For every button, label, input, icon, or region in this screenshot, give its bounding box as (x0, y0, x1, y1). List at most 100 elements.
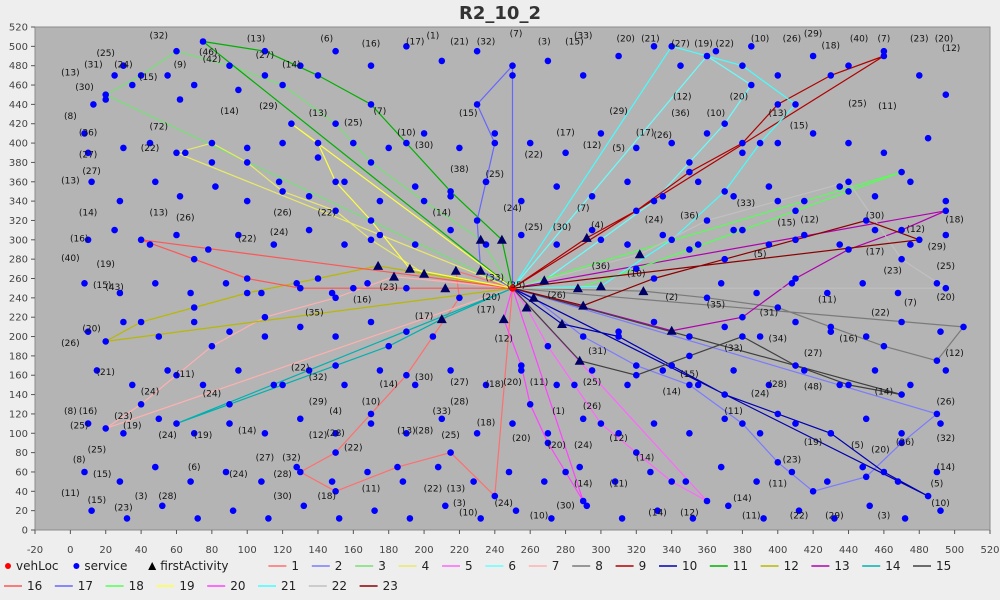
demand-label: (20) (82, 325, 100, 335)
y-tick-label: 80 (15, 448, 28, 459)
service-point (350, 284, 357, 292)
service-point (447, 193, 454, 200)
service-point (235, 231, 242, 239)
service-point (809, 488, 817, 495)
legend-label: 3 (378, 559, 386, 573)
demand-label: (10) (751, 35, 769, 45)
service-point (862, 333, 870, 340)
demand-label: (22) (871, 308, 889, 318)
y-tick-label: 180 (9, 351, 28, 362)
y-tick-label: 140 (9, 390, 28, 401)
service-point (364, 280, 371, 287)
service-point (293, 280, 301, 287)
demand-label: (17) (866, 247, 884, 257)
demand-label: (12) (583, 141, 601, 151)
service-point (633, 449, 640, 456)
demand-label: (7) (878, 35, 891, 45)
service-point (152, 280, 159, 287)
service-point (730, 367, 737, 374)
route-line-14 (176, 287, 513, 425)
service-point (933, 357, 941, 365)
legend-label: 20 (230, 579, 245, 593)
service-point (332, 47, 339, 55)
service-point (491, 139, 499, 147)
service-point (544, 430, 552, 437)
y-tick-label: 100 (9, 429, 28, 440)
service-point (579, 497, 587, 505)
service-point (182, 149, 189, 157)
service-point (429, 333, 437, 340)
legend-swatch-firstActivity (148, 562, 157, 570)
demand-label: (4) (591, 221, 604, 231)
service-point (385, 144, 393, 152)
service-point (824, 289, 831, 297)
demand-label: (29) (804, 30, 822, 40)
y-tick-label: 400 (9, 139, 28, 150)
service-point (774, 197, 782, 205)
x-tick-label: 40 (135, 545, 148, 556)
service-point (102, 96, 109, 103)
demand-label: (33) (486, 273, 504, 283)
demand-label: (16) (362, 39, 380, 49)
service-point (137, 318, 145, 326)
demand-label: (15) (565, 37, 583, 47)
service-point (756, 139, 764, 147)
service-point (243, 144, 251, 152)
demand-label: (25) (344, 119, 362, 129)
demand-label: (30) (553, 223, 571, 233)
legend-label: 16 (27, 579, 42, 593)
demand-label: (26) (583, 402, 601, 412)
legend: vehLoc service firstActivity 1 2 3 4 5 6 7 8 9 10 11 1… (4, 559, 951, 593)
service-point (518, 197, 525, 205)
demand-label: (19) (123, 421, 141, 431)
service-point (176, 193, 184, 200)
x-tick-label: 80 (205, 545, 218, 556)
service-point (512, 507, 520, 514)
demand-label: (27) (79, 151, 97, 161)
service-point (774, 410, 782, 418)
demand-label: (29) (309, 397, 327, 407)
service-point (717, 463, 725, 471)
service-point (88, 178, 95, 186)
legend-label: 14 (885, 559, 900, 573)
service-point (894, 289, 902, 297)
service-point (801, 197, 808, 205)
demand-label: (27) (671, 39, 689, 49)
demand-label: (9) (174, 61, 187, 71)
service-point (721, 415, 728, 423)
service-point (898, 439, 905, 447)
service-point (650, 43, 658, 50)
demand-label: (12) (942, 44, 960, 54)
first-activity-marker-4 (419, 268, 430, 278)
demand-label: (13) (309, 109, 327, 119)
service-point (505, 468, 513, 476)
service-point (456, 144, 463, 152)
service-point (434, 463, 442, 471)
service-point (90, 101, 97, 108)
demand-label: (7) (374, 107, 387, 117)
legend-label: 18 (129, 579, 144, 593)
service-point (597, 130, 605, 137)
service-point (152, 463, 159, 471)
first-activity-marker-12 (373, 260, 384, 270)
service-point (836, 183, 843, 190)
service-point (173, 420, 180, 427)
demand-label: (14) (220, 107, 238, 117)
demand-label: (23) (114, 504, 132, 514)
route-line-20 (503, 288, 584, 502)
service-point (901, 515, 909, 522)
service-point (328, 478, 336, 485)
demand-label: (21) (96, 368, 114, 378)
service-point (668, 139, 675, 147)
service-point (420, 130, 428, 137)
service-point (845, 381, 852, 389)
service-point (447, 188, 454, 195)
y-tick-label: 0 (22, 526, 28, 537)
service-point (332, 120, 339, 127)
demand-label: (13) (61, 177, 79, 187)
service-point (553, 241, 560, 248)
service-point (827, 328, 835, 336)
demand-label: (4) (329, 407, 342, 417)
demand-label: (11) (61, 489, 79, 499)
service-point (364, 468, 371, 476)
